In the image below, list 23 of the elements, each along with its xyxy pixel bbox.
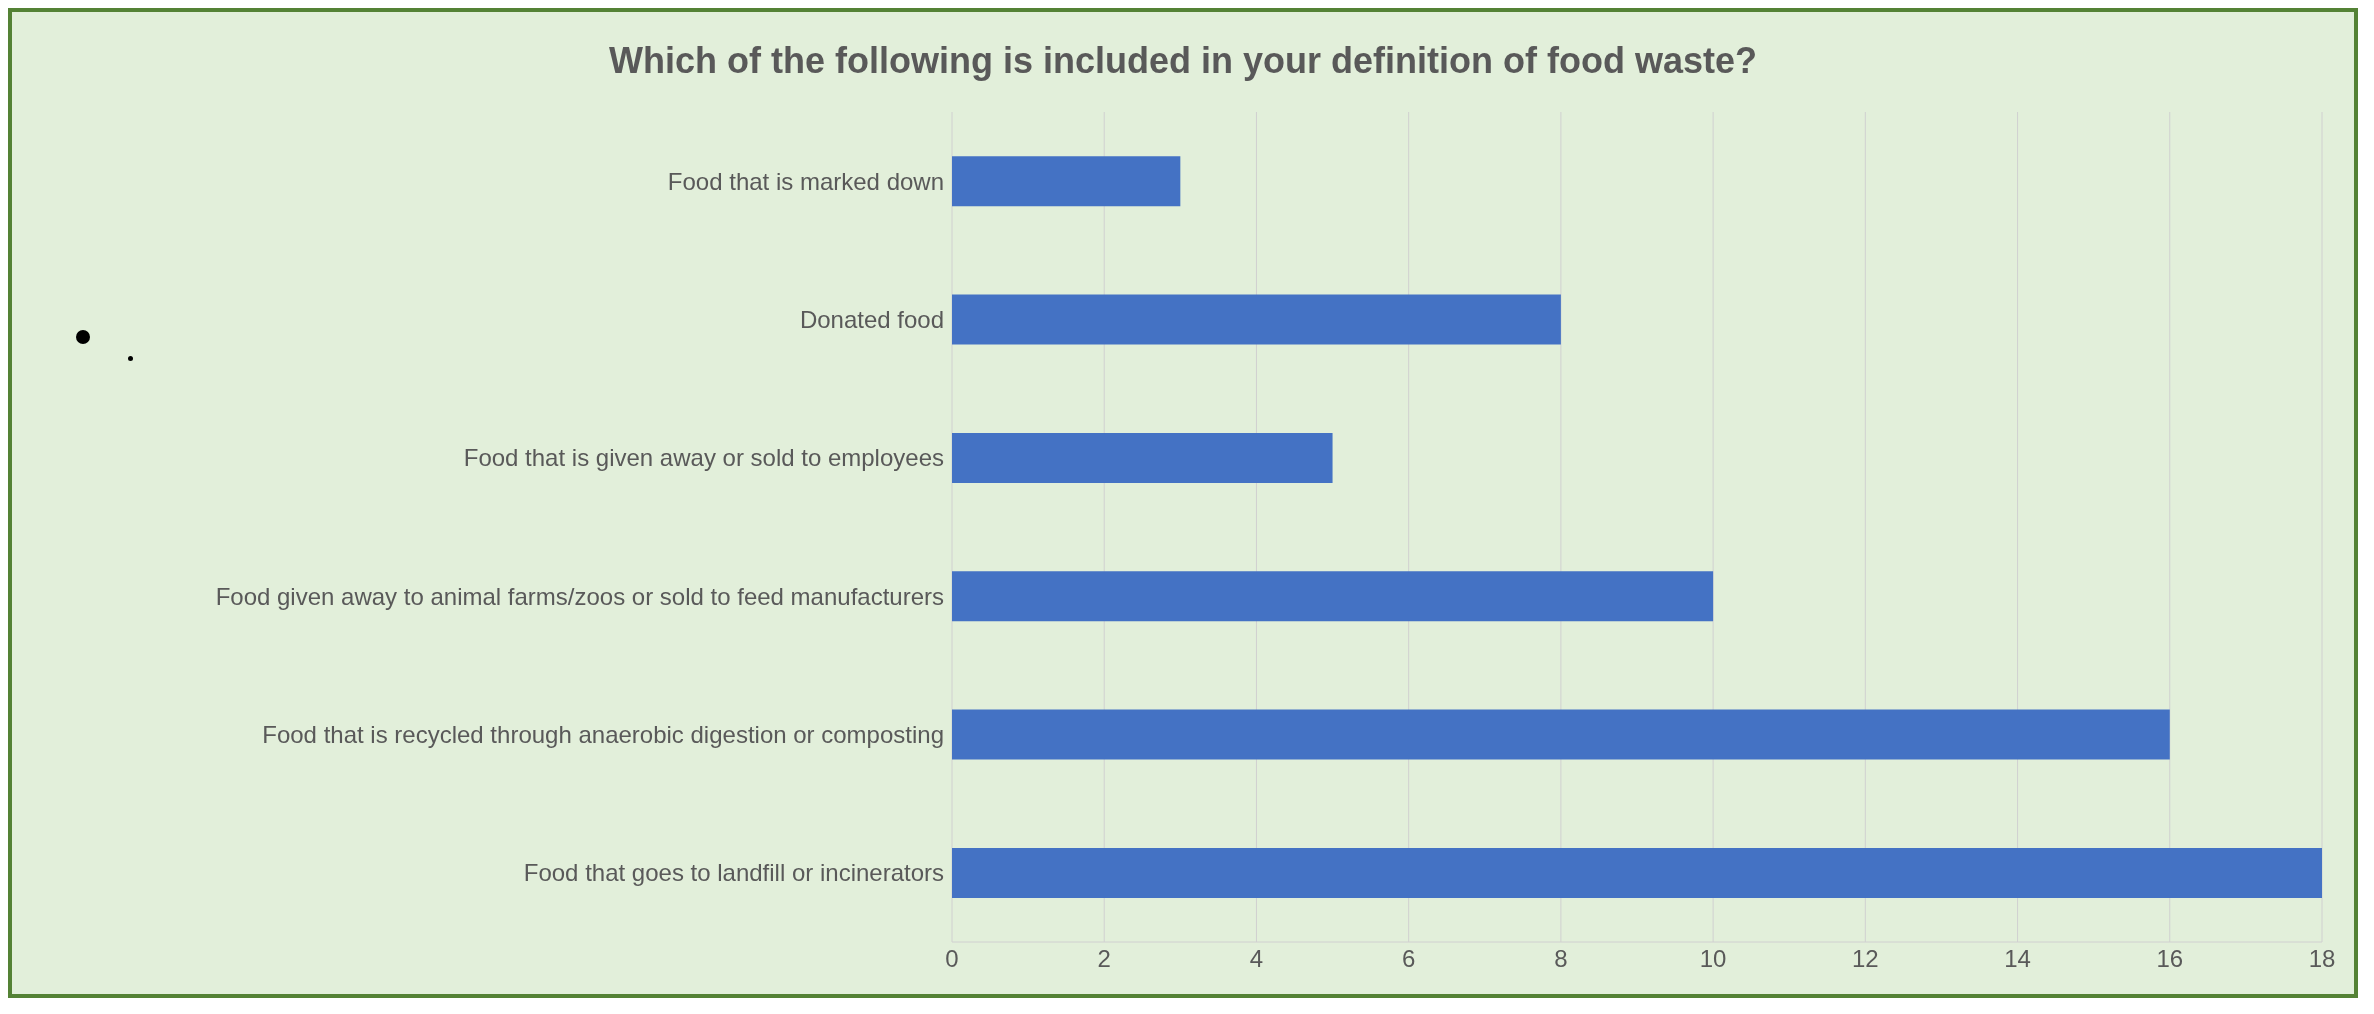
bar	[952, 709, 2170, 760]
x-tick-label: 8	[1554, 945, 1568, 973]
x-tick-label: 14	[2004, 945, 2031, 973]
y-tick-label: Food that is given away or sold to employees	[463, 444, 944, 472]
y-tick-label: Donated food	[799, 306, 944, 334]
bar	[952, 571, 1714, 622]
y-tick-label: Food given away to animal farms/zoos or sold to feed manufacturers	[215, 582, 944, 610]
bar	[952, 156, 1181, 207]
bar	[952, 432, 1333, 483]
y-tick-label: Food that is marked down	[667, 167, 944, 195]
y-tick-label: Food that is recycled through anaerobic digestion or composting	[262, 721, 944, 749]
x-tick-label: 0	[945, 945, 959, 973]
x-tick-label: 18	[2308, 945, 2336, 973]
x-tick-label: 16	[2156, 945, 2184, 973]
x-tick-label: 4	[1249, 945, 1264, 973]
bar	[952, 847, 2322, 898]
x-tick-label: 6	[1401, 945, 1416, 973]
x-tick-label: 10	[1699, 945, 1727, 973]
bar	[952, 294, 1561, 345]
x-tick-label: 2	[1097, 945, 1111, 973]
chart-title: Which of the following is included in your definition of food waste?	[608, 39, 1758, 83]
y-tick-label: Food that goes to landfill or incinerators	[523, 859, 944, 887]
x-tick-label: 12	[1851, 945, 1879, 973]
